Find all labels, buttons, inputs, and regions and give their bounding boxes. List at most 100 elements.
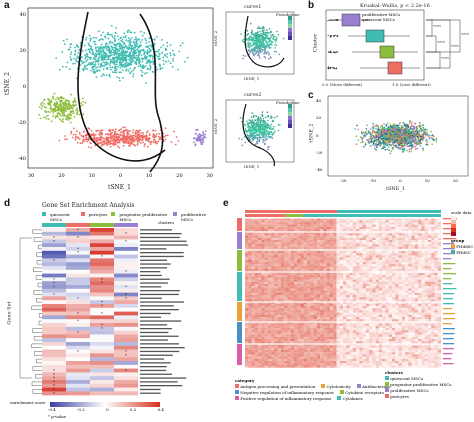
- cell-point: [140, 74, 143, 76]
- cell-point: [414, 122, 417, 125]
- cell-point: [181, 42, 184, 44]
- cell-point: [66, 38, 68, 41]
- cell-point: [126, 50, 129, 53]
- cell-point: [259, 130, 262, 132]
- heatmap-cell: [114, 273, 138, 278]
- heatmap-cell: [424, 218, 429, 221]
- heatmap-cell: [42, 361, 66, 365]
- heatmap-cell: [42, 387, 66, 392]
- cell-point: [60, 106, 63, 108]
- cell-point: [435, 138, 437, 141]
- cell-point: [157, 140, 160, 143]
- heatmap-cell: [114, 372, 138, 377]
- cell-point: [132, 51, 134, 54]
- significance-star: *: [125, 368, 127, 373]
- cell-point: [199, 135, 202, 138]
- cell-point: [153, 138, 156, 141]
- cell-point: [392, 139, 395, 141]
- cell-point: [142, 57, 145, 60]
- heatmap-cell: [392, 218, 396, 221]
- cell-point: [56, 113, 59, 115]
- heatmap-cell: [398, 224, 402, 227]
- cell-point: [145, 131, 148, 134]
- cell-point: [43, 116, 45, 119]
- enrichment-colorbar: [50, 402, 160, 407]
- heatmap-cell: [271, 222, 275, 225]
- cell-point: [406, 138, 408, 141]
- heatmap-cell: [349, 222, 353, 225]
- cell-point: [122, 129, 125, 132]
- heatmap-cell: [323, 233, 327, 236]
- cell-point: [373, 136, 376, 138]
- cell-point: [75, 60, 78, 63]
- cell-point: [258, 131, 260, 133]
- heatmap-cell: [258, 235, 262, 238]
- cell-point: [370, 134, 373, 136]
- heatmap-cell: [307, 224, 311, 227]
- heatmap-cell: [414, 229, 419, 232]
- cell-point: [102, 38, 104, 41]
- cell-point: [77, 46, 80, 48]
- cell-point: [59, 118, 61, 121]
- cell-point: [107, 56, 110, 59]
- cell-point: [62, 106, 64, 108]
- cell-point: [119, 67, 122, 69]
- cell-point: [94, 47, 97, 50]
- cell-point: [259, 43, 262, 45]
- cell-point: [72, 101, 74, 104]
- heatmap-cell: [316, 218, 321, 221]
- cell-point: [365, 133, 368, 136]
- x-tick: 10: [424, 178, 430, 183]
- cell-point: [128, 141, 131, 144]
- cell-point: [107, 142, 110, 144]
- heatmap-cell: [248, 220, 252, 223]
- heatmap-cell: [66, 361, 90, 365]
- heatmap-cell: [336, 220, 340, 223]
- cell-point: [266, 130, 268, 132]
- cluster-legend-row: quiescent MSCs pericytes progenitor prol…: [42, 212, 212, 222]
- cell-point: [83, 65, 86, 67]
- heatmap-cell: [437, 226, 442, 230]
- cell-point: [364, 132, 367, 134]
- heatmap-cell: [320, 233, 324, 236]
- cell-point: [252, 49, 255, 52]
- heatmap-cell: [336, 222, 340, 225]
- cell-point: [148, 137, 151, 139]
- cell-point: [102, 49, 105, 51]
- cell-point: [378, 143, 380, 146]
- gene-set-label: [140, 366, 167, 368]
- cell-point: [260, 32, 263, 35]
- cell-point: [204, 136, 207, 139]
- cell-point: [106, 49, 109, 52]
- cell-point: [417, 136, 419, 138]
- cell-point: [257, 51, 260, 54]
- dendrogram-branch: [31, 305, 42, 310]
- gene-set-label: [140, 358, 164, 360]
- significance-star: *: [53, 383, 55, 388]
- cell-point: [85, 137, 88, 140]
- cell-point: [267, 51, 269, 53]
- cell-point: [111, 41, 114, 44]
- cell-point: [411, 121, 413, 123]
- cell-point: [97, 129, 100, 132]
- cell-point: [258, 136, 261, 138]
- cell-point: [360, 141, 362, 144]
- cell-point: [408, 121, 411, 124]
- cell-point: [115, 44, 118, 46]
- cell-point: [267, 38, 270, 40]
- cell-point: [162, 59, 165, 62]
- heatmap-cell: [114, 247, 138, 251]
- heatmap-cell: [352, 222, 357, 225]
- cell-point: [387, 140, 389, 142]
- cell-point: [63, 101, 66, 104]
- cell-point: [41, 105, 44, 107]
- heatmap-cell: [414, 226, 419, 230]
- cell-point: [410, 123, 413, 125]
- cell-point: [394, 136, 396, 139]
- cell-point: [384, 129, 387, 132]
- cell-point: [409, 133, 411, 136]
- cell-point: [105, 53, 108, 56]
- cell-point: [252, 32, 254, 35]
- cell-point: [103, 65, 105, 68]
- cell-point: [130, 37, 133, 39]
